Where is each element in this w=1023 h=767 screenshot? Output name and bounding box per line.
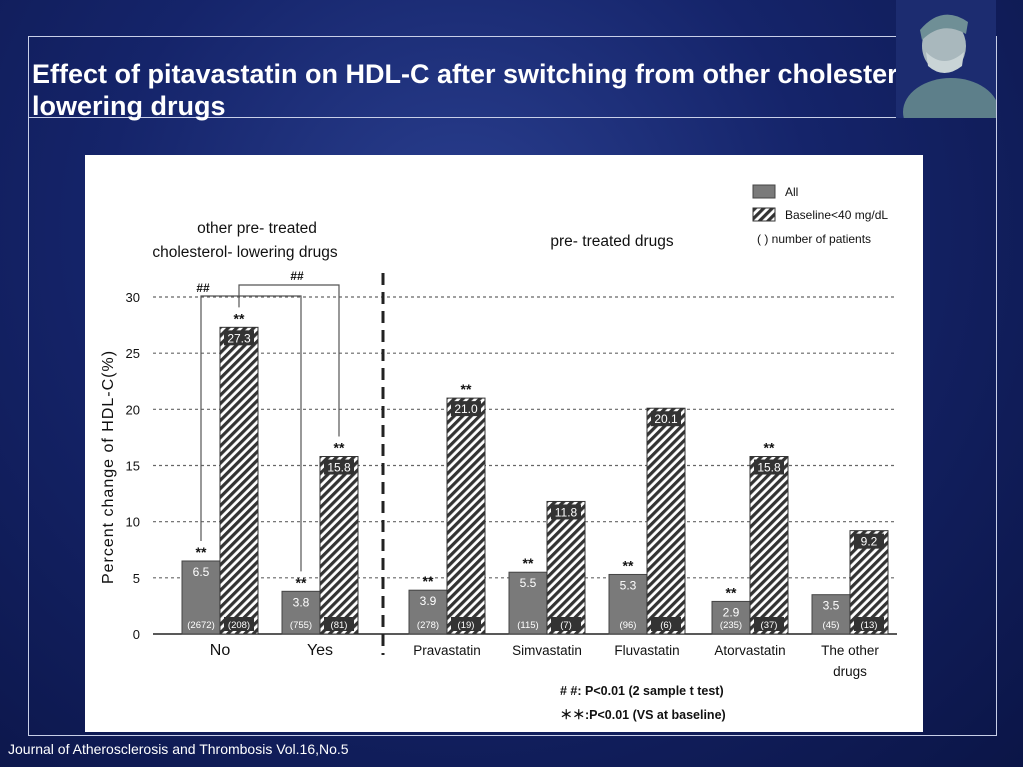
bar-all-value-label: 3.9 [420, 594, 437, 608]
y-tick-label: 5 [133, 571, 140, 586]
title-divider [28, 117, 997, 118]
bar-all-value-label: 3.5 [823, 599, 840, 613]
bar-all-value-label: 5.5 [520, 576, 537, 590]
bar-low-value-label: 21.0 [454, 402, 478, 416]
bar-all-n-label: (235) [720, 620, 742, 631]
legend-swatch-low [752, 207, 776, 222]
legend-swatch-all [752, 184, 776, 199]
footnote-baseline: ＊＊:P<0.01 (VS at baseline) [560, 708, 726, 722]
y-tick-label: 25 [126, 346, 140, 361]
bar-low-value-label: 20.1 [654, 412, 678, 426]
group-label-left-line2: cholesterol- lowering drugs [152, 244, 337, 261]
bar-low-n-label: (7) [560, 620, 572, 631]
bar-low-value-backing [651, 411, 681, 427]
comparison-bracket-low-label: ## [290, 269, 304, 283]
bar-all-n-label: (755) [290, 620, 312, 631]
bar-low-baseline [446, 397, 486, 635]
y-tick-label: 10 [126, 515, 140, 530]
bar-all-value-label: 5.3 [620, 578, 637, 592]
bar-low-n-label: (6) [660, 620, 672, 631]
bar-low-n-backing [754, 617, 784, 631]
bar-low-n-label: (37) [761, 620, 778, 631]
bar-low-significance: ** [764, 440, 775, 456]
bar-low-value-label: 9.2 [861, 535, 878, 549]
bar-low-significance: ** [234, 310, 245, 326]
y-axis-label: Percent change of HDL-C(%) [100, 350, 117, 584]
bar-low-n-label: (19) [458, 620, 475, 631]
bar-low-baseline [646, 407, 686, 635]
bar-low-value-backing [754, 459, 784, 475]
bar-low-baseline [749, 456, 789, 635]
bar-low-n-label: (208) [228, 620, 250, 631]
y-tick-label: 15 [126, 459, 140, 474]
bar-all-significance: ** [296, 574, 307, 590]
bar-all-n-label: (115) [517, 620, 538, 631]
bar-low-value-label: 27.3 [227, 331, 251, 345]
bar-low-value-backing [451, 401, 481, 417]
legend-label-n: ( ) number of patients [757, 232, 871, 246]
bar-low-baseline [546, 500, 586, 635]
bar-low-value-backing [551, 504, 581, 520]
bar-low-significance: ** [334, 440, 345, 456]
bar-low-n-backing [551, 617, 581, 631]
bar-low-significance: ** [461, 381, 472, 397]
bar-low-value-backing [854, 533, 884, 549]
surgeon-photo [896, 0, 996, 118]
bar-low-value-label: 15.8 [327, 461, 351, 475]
x-category-label: Pravastatin [413, 643, 481, 658]
bar-low-n-backing [324, 617, 354, 631]
group-label-left-line1: other pre- treated [197, 220, 317, 237]
bar-low-n-label: (81) [331, 620, 348, 631]
bar-all-value-label: 3.8 [293, 595, 310, 609]
x-category-label: The other [821, 643, 879, 658]
bar-all-significance: ** [623, 557, 634, 573]
comparison-bracket-low [238, 284, 340, 437]
bar-all-value-label: 6.5 [193, 565, 210, 579]
slide-title: Effect of pitavastatin on HDL-C after sw… [32, 59, 931, 121]
bar-all [508, 571, 548, 635]
bar-low-n-backing [651, 617, 681, 631]
bar-all-n-label: (2672) [187, 620, 214, 631]
y-tick-label: 30 [126, 290, 140, 305]
bar-low-n-backing [224, 617, 254, 631]
bar-all [608, 573, 648, 635]
x-category-label: Simvastatin [512, 643, 582, 658]
bar-all-significance: ** [523, 555, 534, 571]
hdl-chart: 0 5 10 15 20 25 30 Percent change of HDL-C(%) 6… [100, 184, 897, 722]
bar-low-n-backing [854, 617, 884, 631]
bar-low-n-label: (13) [861, 620, 878, 631]
bar-low-value-backing [324, 459, 354, 475]
comparison-bracket-all [200, 295, 302, 572]
bar-low-value-backing [224, 330, 254, 346]
bar-all-n-label: (96) [620, 620, 637, 631]
bar-all-n-label: (278) [417, 620, 439, 631]
citation: Journal of Atherosclerosis and Thrombosi… [8, 741, 349, 757]
bar-low-baseline [319, 456, 359, 635]
bar-all-n-label: (45) [823, 620, 840, 631]
bar-all [181, 560, 221, 635]
y-tick-label: 0 [133, 627, 140, 642]
x-category-label: Fluvastatin [614, 643, 679, 658]
bar-low-value-label: 15.8 [757, 461, 781, 475]
x-category-label: Yes [307, 642, 333, 659]
bar-low-n-backing [451, 617, 481, 631]
x-category-label: drugs [833, 664, 867, 679]
bar-all-significance: ** [726, 584, 737, 600]
bar-all-value-label: 2.9 [723, 605, 740, 619]
legend-label-low: Baseline<40 mg/dL [785, 208, 888, 222]
bar-low-baseline [219, 326, 259, 635]
chart-panel: 0 5 10 15 20 25 30 Percent change of HDL-C(%) 6… [85, 155, 923, 732]
footnote-ttest: # #: P<0.01 (2 sample t test) [560, 684, 724, 698]
bar-all-significance: ** [423, 573, 434, 589]
y-tick-label: 20 [126, 402, 140, 417]
legend-label-all: All [785, 185, 798, 199]
x-category-label: Atorvastatin [714, 643, 785, 658]
slide-frame [28, 36, 997, 736]
bar-all [711, 600, 751, 635]
group-label-right: pre- treated drugs [550, 233, 673, 250]
bar-low-value-label: 11.8 [555, 505, 578, 519]
bar-all-significance: ** [196, 544, 207, 560]
x-category-label: No [210, 642, 231, 659]
comparison-bracket-all-label: ## [196, 281, 210, 295]
